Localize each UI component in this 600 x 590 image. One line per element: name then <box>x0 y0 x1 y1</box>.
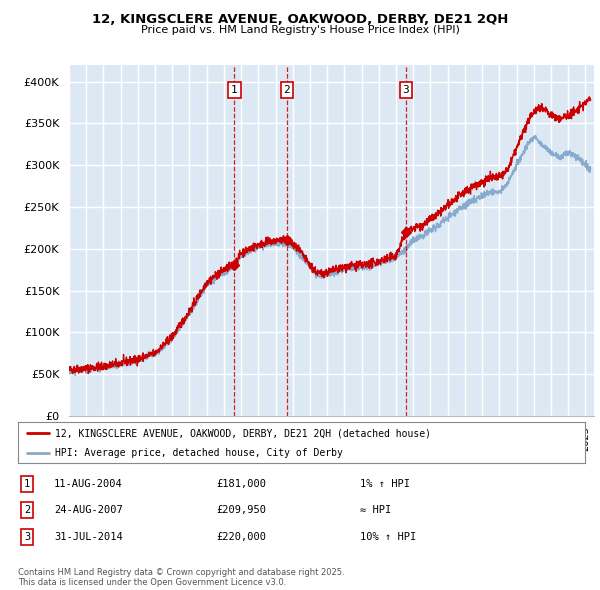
Text: £220,000: £220,000 <box>216 532 266 542</box>
Text: £181,000: £181,000 <box>216 479 266 489</box>
Text: £209,950: £209,950 <box>216 506 266 515</box>
Text: 1: 1 <box>24 479 30 489</box>
Text: 1: 1 <box>231 85 238 95</box>
Text: 31-JUL-2014: 31-JUL-2014 <box>54 532 123 542</box>
Text: 12, KINGSCLERE AVENUE, OAKWOOD, DERBY, DE21 2QH: 12, KINGSCLERE AVENUE, OAKWOOD, DERBY, D… <box>92 13 508 26</box>
Text: 2: 2 <box>283 85 290 95</box>
Text: 12, KINGSCLERE AVENUE, OAKWOOD, DERBY, DE21 2QH (detached house): 12, KINGSCLERE AVENUE, OAKWOOD, DERBY, D… <box>55 428 431 438</box>
Text: 10% ↑ HPI: 10% ↑ HPI <box>360 532 416 542</box>
Text: 3: 3 <box>403 85 409 95</box>
Text: ≈ HPI: ≈ HPI <box>360 506 391 515</box>
Text: 24-AUG-2007: 24-AUG-2007 <box>54 506 123 515</box>
Text: 2: 2 <box>24 506 30 515</box>
Text: Price paid vs. HM Land Registry's House Price Index (HPI): Price paid vs. HM Land Registry's House … <box>140 25 460 35</box>
Text: 11-AUG-2004: 11-AUG-2004 <box>54 479 123 489</box>
Text: 1% ↑ HPI: 1% ↑ HPI <box>360 479 410 489</box>
Text: 3: 3 <box>24 532 30 542</box>
Text: Contains HM Land Registry data © Crown copyright and database right 2025.
This d: Contains HM Land Registry data © Crown c… <box>18 568 344 587</box>
Text: HPI: Average price, detached house, City of Derby: HPI: Average price, detached house, City… <box>55 448 343 458</box>
